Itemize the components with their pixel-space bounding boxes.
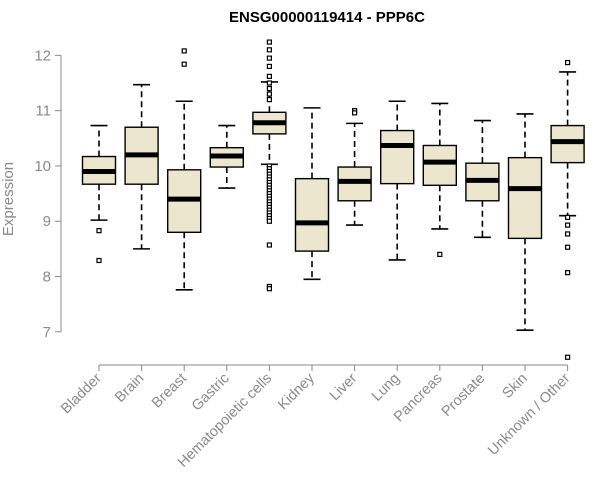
y-tick-label-8: 8: [43, 269, 51, 286]
box-rect-pancreas: [422, 144, 457, 186]
box-rect-kidney: [294, 177, 330, 252]
box-breast: [166, 48, 202, 291]
outlier-hematopoietic-cells-30: [266, 242, 272, 248]
box-unknown-other: [550, 59, 585, 360]
box-liver: [337, 108, 372, 226]
outlier-hematopoietic-cells-4: [266, 73, 272, 79]
outlier-hematopoietic-cells-1: [266, 47, 272, 53]
x-tick-label-lung: Lung: [369, 371, 403, 405]
outlier-hematopoietic-cells-3: [266, 63, 272, 70]
y-tick-label-9: 9: [43, 213, 51, 230]
outlier-hematopoietic-cells-0: [266, 39, 272, 45]
outlier-hematopoietic-cells-7: [266, 91, 272, 97]
outlier-hematopoietic-cells-29: [266, 218, 272, 224]
outlier-breast-0: [181, 48, 187, 54]
box-gastric: [209, 124, 245, 189]
box-rect-skin: [507, 156, 543, 240]
outlier-unknown-other-5: [564, 270, 571, 276]
chart-title: ENSG00000119414 - PPP6C: [229, 9, 425, 26]
boxes-group: [81, 39, 585, 360]
box-bladder: [81, 124, 117, 264]
outlier-pancreas-0: [437, 251, 443, 258]
outlier-hematopoietic-cells-32: [266, 286, 272, 292]
outlier-breast-1: [181, 61, 187, 67]
box-pancreas: [422, 102, 457, 258]
outlier-unknown-other-1: [564, 214, 571, 220]
outlier-bladder-1: [96, 257, 102, 264]
box-hematopoietic-cells: [252, 39, 287, 292]
x-tick-label-skin: Skin: [500, 371, 531, 402]
x-tick-label-unknown-other: Unknown / Other: [485, 370, 573, 458]
box-kidney: [294, 107, 330, 281]
x-tick-label-prostate: Prostate: [439, 371, 488, 420]
x-tick-label-breast: Breast: [149, 371, 190, 412]
outlier-hematopoietic-cells-2: [266, 55, 272, 61]
box-brain: [124, 83, 159, 250]
y-tick-label-11: 11: [35, 103, 51, 120]
box-skin: [507, 113, 543, 331]
x-tick-label-liver: Liver: [327, 370, 361, 404]
y-tick-label-7: 7: [43, 324, 51, 341]
y-axis-label: Expression: [0, 162, 17, 236]
outlier-unknown-other-0: [564, 59, 571, 66]
x-tick-label-bladder: Bladder: [58, 370, 105, 417]
y-tick-label-10: 10: [34, 158, 51, 175]
y-axis: 7 8 9 10 11 12: [34, 47, 62, 341]
outlier-bladder-0: [96, 228, 102, 234]
outlier-hematopoietic-cells-5: [266, 80, 272, 86]
outlier-liver-1: [352, 110, 358, 116]
outlier-unknown-other-4: [564, 244, 571, 250]
outlier-hematopoietic-cells-8: [266, 96, 272, 103]
box-rect-lung: [380, 129, 415, 185]
outlier-unknown-other-3: [564, 231, 571, 237]
x-tick-label-kidney: Kidney: [275, 370, 318, 413]
outlier-unknown-other-6: [564, 354, 571, 360]
outlier-unknown-other-2: [564, 222, 571, 228]
y-tick-label-12: 12: [34, 47, 51, 64]
box-prostate: [465, 119, 500, 239]
box-lung: [380, 100, 415, 261]
outlier-hematopoietic-cells-6: [266, 85, 272, 92]
x-tick-label-brain: Brain: [112, 371, 147, 406]
